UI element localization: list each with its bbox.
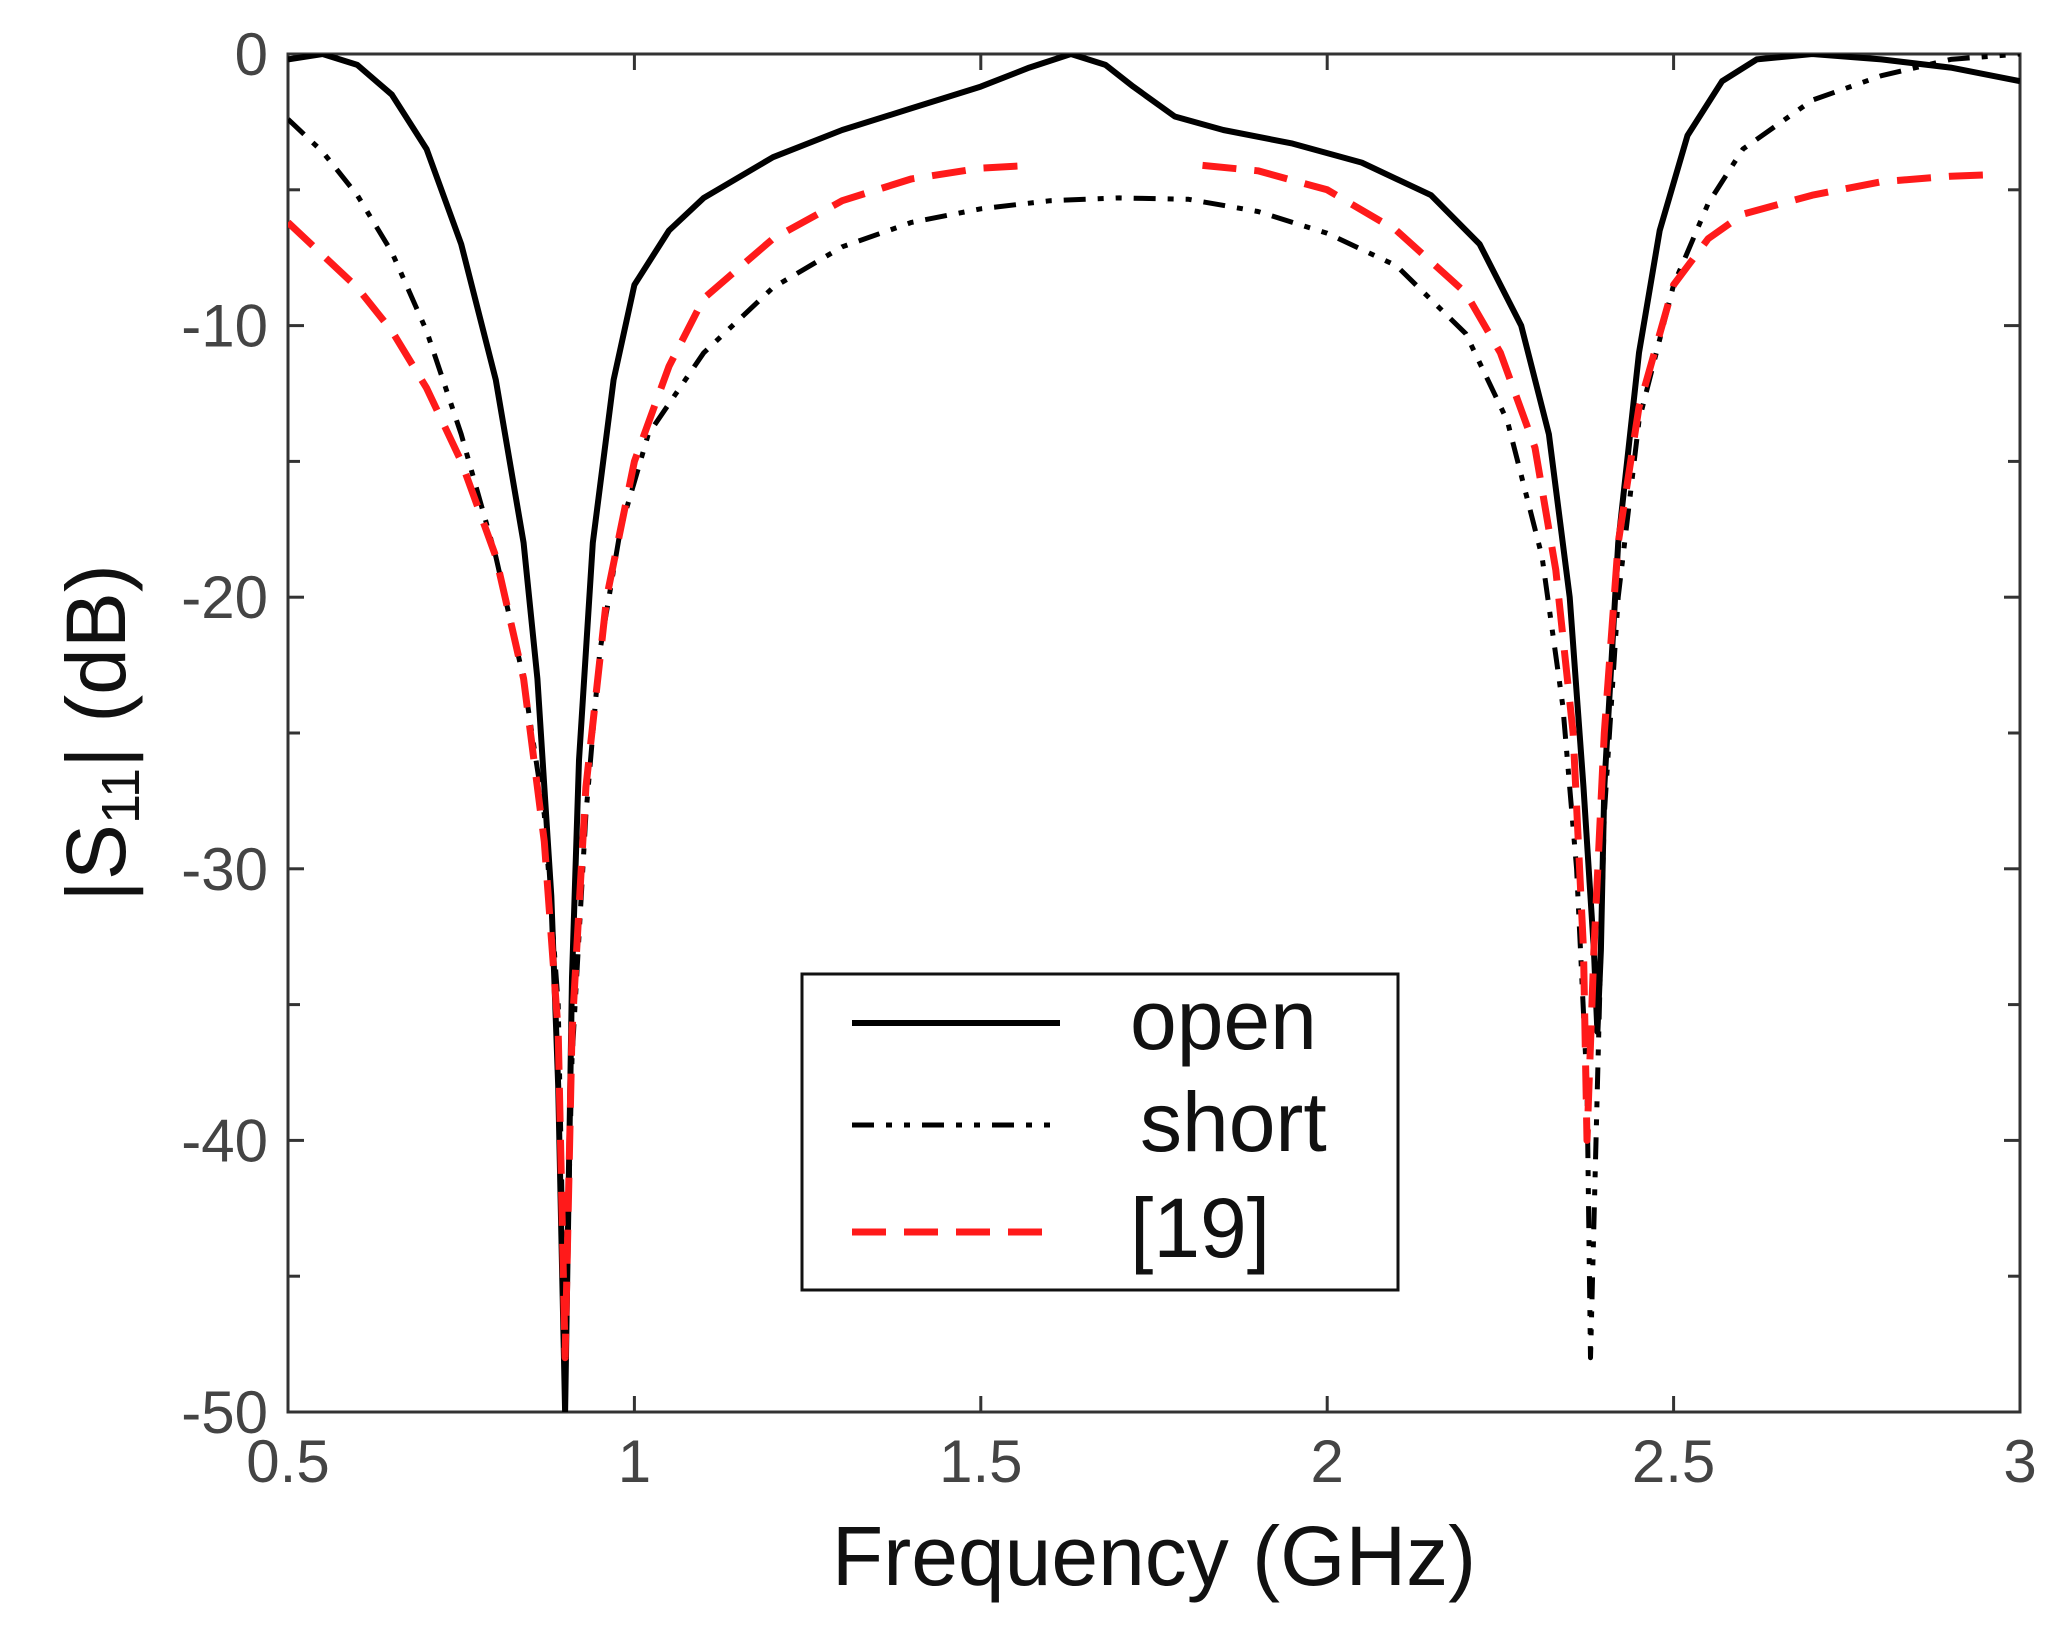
y-axis-title-suffix: | (dB) xyxy=(49,564,143,768)
y-tick-label: -10 xyxy=(181,293,268,360)
legend-label-open: open xyxy=(1130,973,1317,1067)
x-tick-label: 1 xyxy=(618,1428,651,1495)
y-tick-label: -30 xyxy=(181,836,268,903)
x-tick-label: 2 xyxy=(1311,1428,1344,1495)
series-line-open xyxy=(288,54,2020,1412)
legend-label-short: short xyxy=(1140,1075,1327,1169)
x-tick-label: 3 xyxy=(2003,1428,2036,1495)
series-line-short xyxy=(288,54,2020,1361)
x-tick-label: 0.5 xyxy=(246,1428,329,1495)
y-tick-label: -50 xyxy=(181,1379,268,1446)
x-tick-label: 1.5 xyxy=(939,1428,1022,1495)
y-tick-label: -20 xyxy=(181,564,268,631)
series-group xyxy=(288,54,2020,1412)
series-line-19 xyxy=(288,161,1986,1362)
legend-label-19: [19] xyxy=(1130,1181,1270,1275)
y-axis-title-prefix: |S xyxy=(49,824,143,902)
x-tick-label: 2.5 xyxy=(1632,1428,1715,1495)
y-tick-label: 0 xyxy=(235,21,268,88)
y-tick-label: -40 xyxy=(181,1107,268,1174)
legend-box xyxy=(800,972,1400,1292)
legend: open short [19] xyxy=(800,972,1400,1292)
tick-group: 0.5 1 1.5 2 2.5 3 0 -10 -20 -30 -40 -50 xyxy=(181,21,2036,1495)
y-axis-title-subscript: 11 xyxy=(91,768,151,824)
x-axis-title: Frequency (GHz) xyxy=(832,1509,1476,1603)
y-axis-title: |S11| (dB) xyxy=(49,564,151,902)
svg-text:|S11| (dB): |S11| (dB) xyxy=(49,564,151,902)
